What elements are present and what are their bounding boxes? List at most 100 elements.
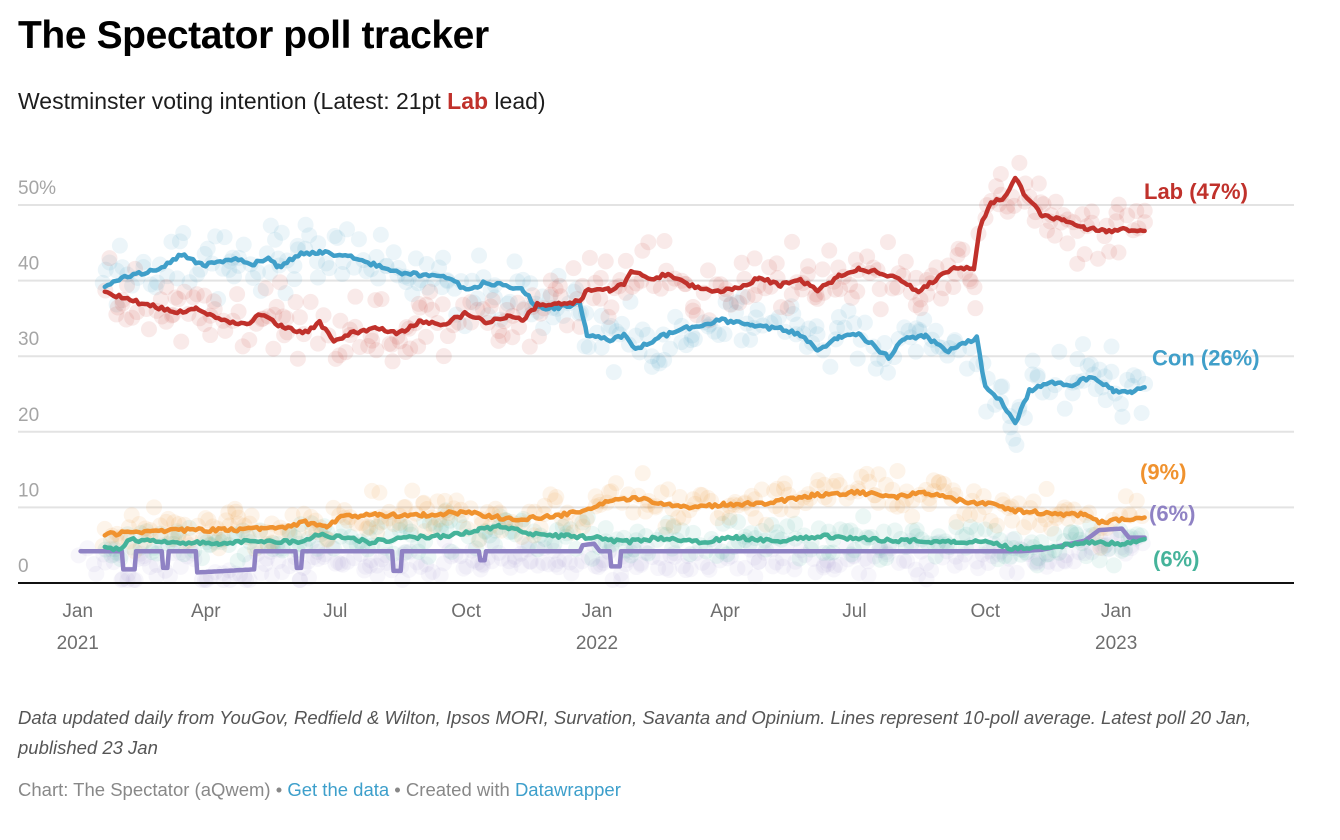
- poll-dot: [300, 569, 317, 586]
- end-label-other-green-: (6%): [1153, 546, 1199, 571]
- poll-dot: [337, 344, 354, 361]
- poll-dot: [368, 342, 385, 359]
- poll-dot: [575, 518, 592, 535]
- poll-dot: [547, 556, 564, 573]
- poll-dot: [431, 259, 448, 276]
- byline-created: • Created with: [389, 779, 515, 800]
- poll-dot: [1057, 553, 1074, 570]
- poll-dot: [651, 549, 668, 566]
- poll-dot: [962, 518, 979, 535]
- poll-dot: [632, 555, 649, 572]
- poll-dot: [448, 492, 465, 509]
- poll-dot: [318, 255, 335, 272]
- poll-dot: [708, 276, 725, 293]
- poll-dot: [210, 291, 227, 308]
- poll-dot: [643, 358, 660, 375]
- poll-dot: [746, 549, 763, 566]
- poll-dot: [1079, 357, 1096, 374]
- poll-dot: [1011, 154, 1028, 171]
- poll-dot: [731, 294, 748, 311]
- poll-dot: [469, 290, 486, 307]
- poll-dot: [1117, 545, 1134, 562]
- poll-dot: [1074, 206, 1091, 223]
- poll-dot: [147, 279, 164, 296]
- poll-dot: [701, 561, 718, 578]
- poll-dot: [807, 564, 824, 581]
- poll-dot: [381, 335, 398, 352]
- poll-dot: [171, 233, 188, 250]
- poll-dot: [158, 513, 175, 530]
- poll-dot: [1076, 545, 1093, 562]
- poll-dot: [471, 531, 488, 548]
- poll-dot: [1069, 255, 1086, 272]
- poll-dot: [627, 327, 644, 344]
- poll-dot: [747, 568, 764, 585]
- poll-dot: [959, 360, 976, 377]
- poll-dot: [470, 532, 487, 549]
- poll-dot: [912, 291, 929, 308]
- poll-dot: [889, 462, 906, 479]
- poll-dot: [634, 321, 651, 338]
- poll-dot: [786, 561, 803, 578]
- poll-dot: [1027, 555, 1044, 572]
- poll-dot: [908, 522, 925, 539]
- poll-dot: [490, 332, 507, 349]
- poll-dot: [733, 332, 750, 349]
- poll-dot: [816, 476, 833, 493]
- poll-dot: [809, 326, 826, 343]
- poll-dot: [784, 233, 801, 250]
- poll-dot: [579, 509, 596, 526]
- poll-dot: [227, 503, 244, 520]
- poll-dot: [1004, 512, 1021, 529]
- poll-dot: [988, 517, 1005, 534]
- poll-dot: [645, 277, 662, 294]
- poll-dot: [750, 553, 767, 570]
- poll-dot: [816, 557, 833, 574]
- poll-dot: [420, 566, 437, 583]
- poll-dot: [207, 228, 224, 245]
- poll-dot: [856, 314, 873, 331]
- poll-dot: [992, 165, 1009, 182]
- trend-line-con: [102, 248, 1147, 426]
- poll-dot: [624, 278, 641, 295]
- poll-dot: [674, 558, 691, 575]
- poll-dot: [826, 557, 843, 574]
- poll-dot: [820, 556, 837, 573]
- poll-dot: [509, 273, 526, 290]
- poll-dot: [904, 522, 921, 539]
- poll-dot: [821, 242, 838, 259]
- datawrapper-link[interactable]: Datawrapper: [514, 779, 621, 800]
- poll-dot: [435, 249, 452, 266]
- poll-dot: [916, 311, 933, 328]
- poll-dot: [456, 318, 473, 335]
- poll-dot: [455, 296, 472, 313]
- poll-dot: [783, 298, 800, 315]
- poll-dot: [805, 550, 822, 567]
- poll-dot: [1029, 557, 1046, 574]
- poll-dot: [783, 502, 800, 519]
- poll-dot: [640, 234, 657, 251]
- poll-dot: [886, 349, 903, 366]
- poll-dot: [557, 516, 574, 533]
- poll-dot: [935, 475, 952, 492]
- poll-dot: [1015, 519, 1032, 536]
- poll-dot: [331, 347, 348, 364]
- poll-dot: [1043, 520, 1060, 537]
- poll-dot: [870, 494, 887, 511]
- axes: 0 10 20 30 40 50% Jan 2021 Apr Jul Oct Jan 2022 Apr Ju…: [18, 178, 1294, 654]
- poll-dot: [791, 550, 808, 567]
- poll-dot: [867, 360, 884, 377]
- chart-notes: Data updated daily from YouGov, Redfield…: [18, 707, 1252, 758]
- poll-dot: [334, 266, 351, 283]
- poll-dot: [276, 327, 293, 344]
- poll-dot: [464, 272, 481, 289]
- poll-dot: [849, 283, 866, 300]
- chart-title: The Spectator poll tracker: [18, 14, 489, 57]
- poll-dot: [160, 510, 177, 527]
- poll-dot: [433, 517, 450, 534]
- poll-dot: [673, 522, 690, 539]
- poll-dot: [682, 561, 699, 578]
- get-the-data-link[interactable]: Get the data: [287, 779, 390, 800]
- poll-dot: [346, 259, 363, 276]
- poll-dot: [483, 553, 500, 570]
